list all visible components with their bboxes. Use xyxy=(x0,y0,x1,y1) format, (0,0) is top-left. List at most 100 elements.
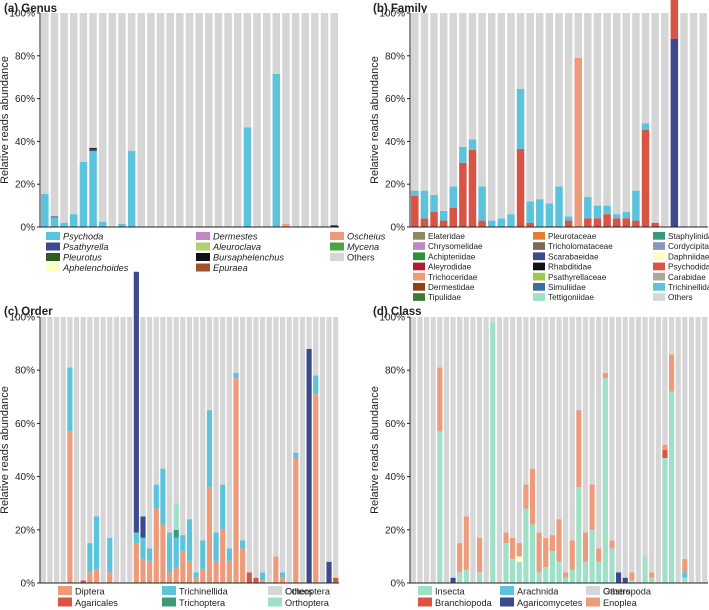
bar-sample-7 xyxy=(80,317,86,583)
legend-swatch xyxy=(46,242,60,251)
bar-segment-others xyxy=(655,317,661,583)
bar-segment-insecta xyxy=(516,561,522,583)
bar-sample-30 xyxy=(320,13,329,227)
legend-item: Daphniidae xyxy=(653,252,709,261)
bar-segment-enoplea xyxy=(549,535,555,552)
bar-segment-trichinellidae xyxy=(459,146,467,163)
bar-segment-others xyxy=(224,13,232,227)
bar-sample-8 xyxy=(108,13,117,227)
bar-segment-others xyxy=(80,317,86,581)
legend-item: Mycena xyxy=(330,242,379,252)
bar-segment-others xyxy=(313,317,319,376)
bar-sample-25 xyxy=(641,13,650,227)
bar-segment-insecta xyxy=(523,508,529,583)
bar-segment-others xyxy=(629,317,635,573)
y-tick-label: 40% xyxy=(15,137,35,148)
bar-sample-18 xyxy=(205,13,213,227)
bar-segment-others xyxy=(93,317,100,517)
legend-swatch xyxy=(533,242,545,250)
bar-segment-trichinellidae xyxy=(545,203,554,227)
bar-segment-oscheius xyxy=(282,223,290,227)
y-tick-label: 80% xyxy=(385,366,405,377)
bar-segment-others xyxy=(233,13,242,227)
bar-segment-coleoptera xyxy=(306,348,312,583)
bar-sample-27 xyxy=(660,13,669,227)
bar-segment-pleurotus xyxy=(89,148,97,150)
bar-sample-3 xyxy=(423,317,430,583)
bar-sample-14 xyxy=(166,13,174,227)
bar-sample-6 xyxy=(89,13,97,227)
y-tick-label: 0% xyxy=(391,223,406,234)
bar-segment-psychoda xyxy=(60,222,68,227)
bar-segment-trichinellidae xyxy=(468,139,477,150)
bar-segment-others xyxy=(468,13,477,140)
legend-item: Scarabaeidae xyxy=(533,252,599,261)
bar-sample-21 xyxy=(543,317,549,583)
y-tick-label: 40% xyxy=(385,472,405,483)
bar-segment-trichinellida xyxy=(233,372,239,379)
bar-segment-trichinellida xyxy=(87,543,93,573)
legend-swatch xyxy=(653,262,665,271)
bar-segment-others xyxy=(60,13,68,223)
bar-sample-3 xyxy=(430,13,438,227)
y-tick-label: 20% xyxy=(385,180,405,191)
legend-label: Agaricomycetes xyxy=(517,598,583,608)
bar-segment-others xyxy=(490,317,496,323)
legend-item: Others xyxy=(268,586,313,596)
bar-segment-psathyrella xyxy=(50,216,59,218)
legend-item: Dermestidae xyxy=(413,283,475,292)
bar-sample-25 xyxy=(569,317,575,583)
bar-segment-psychodidae xyxy=(632,220,640,227)
bar-segment-others xyxy=(417,317,423,583)
bar-sample-11 xyxy=(137,13,146,227)
legend-label: Bursaphelenchus xyxy=(213,252,284,262)
legend-item: Orthoptera xyxy=(268,597,330,608)
bar-segment-diptera xyxy=(140,559,146,583)
bar-sample-29 xyxy=(226,317,232,583)
legend-item: Agaricomycetes xyxy=(500,597,583,608)
bar-segment-trichinellida xyxy=(67,367,73,432)
bar-segment-others xyxy=(584,13,592,198)
bar-segment-others xyxy=(529,317,536,469)
legend-swatch xyxy=(413,252,425,261)
bar-segment-others xyxy=(526,13,534,202)
legend-label: Coleoptera xyxy=(285,586,331,596)
bar-sample-10 xyxy=(497,13,506,227)
bar-segment-trichinellida xyxy=(313,375,319,395)
bar-segment-others xyxy=(582,317,589,533)
bar-segment-psychoda xyxy=(243,127,252,227)
legend-label: Enoplea xyxy=(603,598,638,608)
bar-segment-others xyxy=(213,317,219,533)
bar-segment-enoplea xyxy=(510,537,516,560)
bar-segment-enoplea xyxy=(536,532,542,573)
bar-segment-others xyxy=(306,317,312,349)
legend-label: Psychodidae xyxy=(668,263,709,272)
legend-label: Others xyxy=(603,586,631,596)
bar-segment-enoplea xyxy=(516,543,522,557)
bar-sample-9 xyxy=(487,13,496,227)
bar-segment-diptera xyxy=(273,556,279,583)
bar-segment-others xyxy=(459,13,467,147)
bar-segment-others xyxy=(622,13,631,213)
bar-segment-enoplea xyxy=(609,540,615,549)
bar-segment-diptera xyxy=(313,394,319,583)
legend-label: Scarabaeidae xyxy=(548,252,599,261)
bar-segment-diptera xyxy=(259,580,266,583)
legend-swatch xyxy=(196,253,210,261)
bar-segment-psychodidae xyxy=(516,148,525,227)
bar-segment-insecta xyxy=(582,561,589,583)
bar-segment-others xyxy=(516,317,522,544)
y-axis-label: Relative reads abundance xyxy=(369,386,381,514)
bar-segment-insecta xyxy=(649,577,655,583)
legend-label: Agaricales xyxy=(75,598,118,608)
bar-segment-others xyxy=(60,317,66,583)
bar-sample-44 xyxy=(695,317,701,583)
bar-segment-diptera xyxy=(200,569,206,583)
bar-segment-diptera xyxy=(206,487,213,583)
bar-segment-diptera xyxy=(173,567,179,583)
bar-segment-others xyxy=(574,13,582,58)
y-tick-label: 100% xyxy=(9,313,35,324)
bar-segment-others xyxy=(503,317,509,533)
bar-sample-39 xyxy=(293,317,299,583)
bar-segment-enoplea xyxy=(476,537,483,573)
